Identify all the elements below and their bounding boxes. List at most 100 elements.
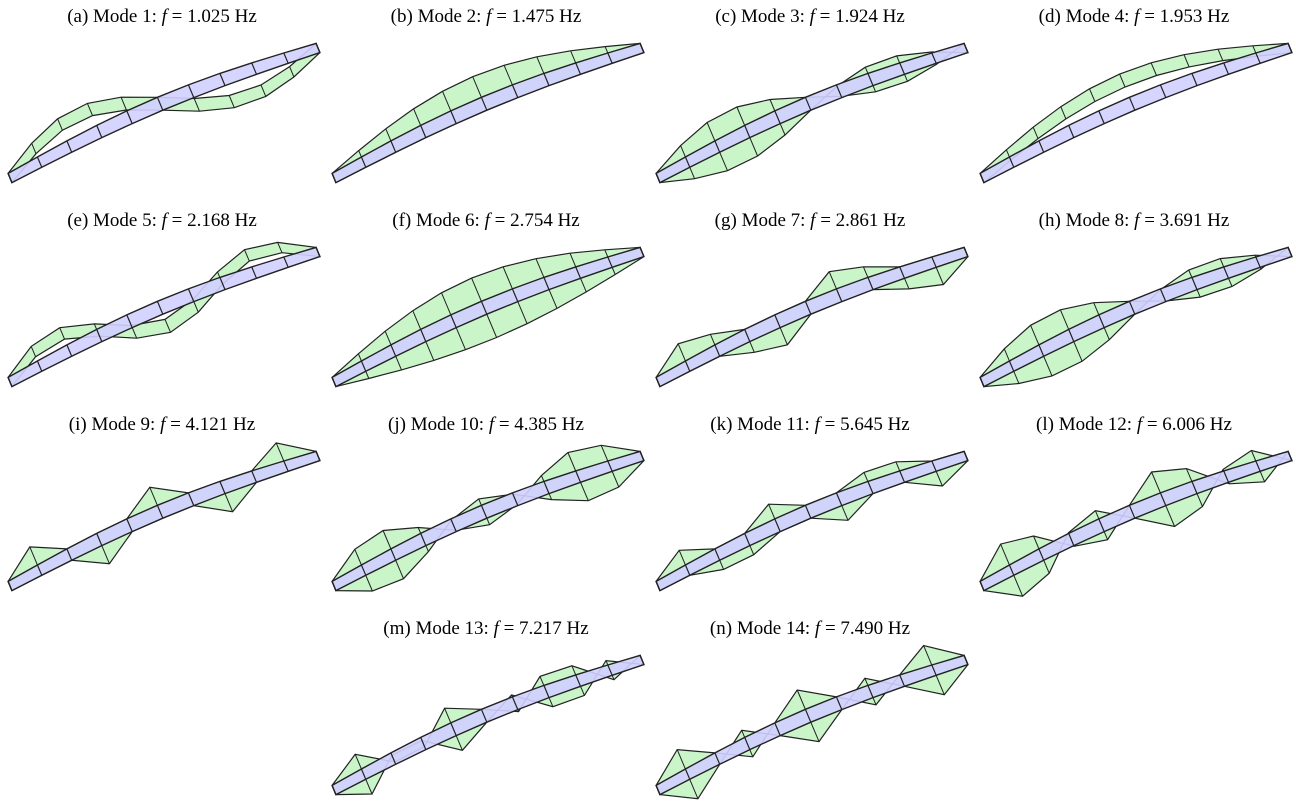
deck-crossbar (684, 360, 691, 372)
mode-tag: (i) (68, 414, 87, 435)
mode-tag: (a) (67, 6, 89, 27)
deck-crossbar (1159, 492, 1167, 506)
deformed-crossbar (1060, 106, 1067, 120)
deck-crossbar (360, 564, 367, 576)
deck-crossbar (655, 581, 661, 591)
deck-crossbar (1223, 266, 1230, 279)
mode-caption: (l) Mode 12: f = 6.006 Hz (972, 414, 1296, 436)
deck-crossbar (1255, 460, 1261, 472)
deck-crossbar (899, 674, 906, 687)
deck-crossbar (639, 43, 645, 53)
deck-crossbar (835, 84, 843, 98)
deck-crossbar (744, 533, 751, 546)
frequency-value: = 7.490 Hz (824, 618, 911, 639)
deck-crossbar (744, 329, 751, 342)
mode-tag: (j) (388, 414, 406, 435)
deck-crossbar (511, 492, 519, 506)
deck-crossbar (511, 288, 519, 302)
deck (979, 42, 1293, 184)
frequency-symbol: f (1134, 210, 1140, 231)
mode-label: Mode 14: (736, 618, 811, 639)
frequency-symbol: f (809, 6, 815, 27)
mode-panel: (h) Mode 8: f = 3.691 Hz (972, 204, 1296, 404)
deck-crossbar (575, 62, 582, 75)
deck-crossbar (867, 481, 874, 494)
deformed-crossbar (260, 84, 267, 97)
deck-crossbar (1223, 470, 1230, 483)
deck-crossbar (511, 84, 519, 98)
deck-crossbar (607, 664, 613, 676)
deck-crossbar (714, 140, 721, 153)
deck-crossbar (1128, 97, 1136, 111)
deformed-crossbar (1217, 49, 1224, 61)
deck-crossbar (7, 377, 13, 387)
mode-shape-drawing (979, 449, 1293, 597)
mode-panel: (j) Mode 10: f = 4.385 Hz (324, 408, 648, 608)
deck-crossbar (714, 752, 721, 765)
deck-crossbar (1068, 329, 1075, 342)
mode-tag: (k) (710, 414, 733, 435)
frequency-symbol: f (1134, 6, 1140, 27)
deck-crossbar (867, 73, 874, 86)
frequency-symbol: f (1136, 414, 1143, 435)
mode-panel: (b) Mode 2: f = 1.475 Hz (324, 0, 648, 200)
mode-shape-drawing (7, 42, 321, 184)
deck-crossbar (543, 73, 550, 86)
mode-shape-drawing (979, 42, 1293, 184)
frequency-value: = 1.475 Hz (496, 6, 582, 27)
deck-crossbar (219, 481, 226, 494)
mode-caption: (j) Mode 10: f = 4.385 Hz (324, 414, 648, 436)
frequency-value: = 2.861 Hz (820, 210, 906, 231)
deck-crossbar (1191, 277, 1198, 290)
deck-crossbar (1038, 140, 1045, 153)
deck-crossbar (835, 492, 843, 506)
deck-crossbar (511, 696, 519, 710)
deck-crossbar (96, 329, 103, 342)
deck-crossbar (774, 314, 781, 328)
deck-crossbar (450, 110, 457, 124)
deformed-crossbar (193, 98, 200, 112)
frequency-symbol: f (160, 414, 166, 435)
deck-crossbar (390, 140, 397, 153)
mode-shape-drawing (331, 654, 645, 796)
deck-crossbar (390, 752, 397, 765)
mode-panel: (m) Mode 13: f = 7.217 Hz (324, 612, 648, 812)
mode-tag: (e) (67, 210, 89, 231)
deck-crossbar (283, 256, 289, 268)
mode-shape-drawing (655, 246, 969, 388)
deck-crossbar (1255, 52, 1261, 64)
deck-crossbar (714, 344, 721, 357)
mode-label: Mode 8: (1065, 210, 1130, 231)
frequency-symbol: f (810, 210, 816, 231)
deck-crossbar (804, 505, 812, 519)
deck-crossbar (450, 518, 457, 532)
frequency-value: = 4.385 Hz (498, 414, 584, 435)
deck-crossbar (931, 664, 937, 676)
deck-crossbar (480, 505, 488, 519)
deck-crossbar (7, 173, 13, 183)
deformed-crossbar (57, 118, 63, 131)
frequency-value: = 1.953 Hz (1144, 6, 1230, 27)
deck-crossbar (187, 288, 195, 302)
deck-crossbar (36, 564, 43, 576)
deck-crossbar (1038, 344, 1045, 357)
deck-crossbar (655, 377, 661, 387)
deck-crossbar (331, 173, 337, 183)
deck-crossbar (331, 581, 337, 591)
deck-crossbar (315, 247, 321, 257)
deck-crossbar (156, 301, 164, 315)
deck-crossbar (360, 156, 367, 168)
deck-crossbar (1128, 301, 1136, 315)
mode-shape-drawing (655, 450, 969, 592)
deck-crossbar (684, 564, 691, 576)
deck-crossbar (1128, 505, 1136, 519)
deck-crossbar (1287, 247, 1293, 257)
deck-crossbar (714, 548, 721, 561)
mode-caption: (i) Mode 9: f = 4.121 Hz (0, 414, 324, 436)
mode-label: Mode 7: (741, 210, 806, 231)
deck-crossbar (575, 470, 582, 483)
mode-caption: (k) Mode 11: f = 5.645 Hz (648, 414, 972, 436)
deck-crossbar (774, 110, 781, 124)
deck-crossbar (655, 785, 661, 795)
deck-crossbar (480, 709, 488, 723)
